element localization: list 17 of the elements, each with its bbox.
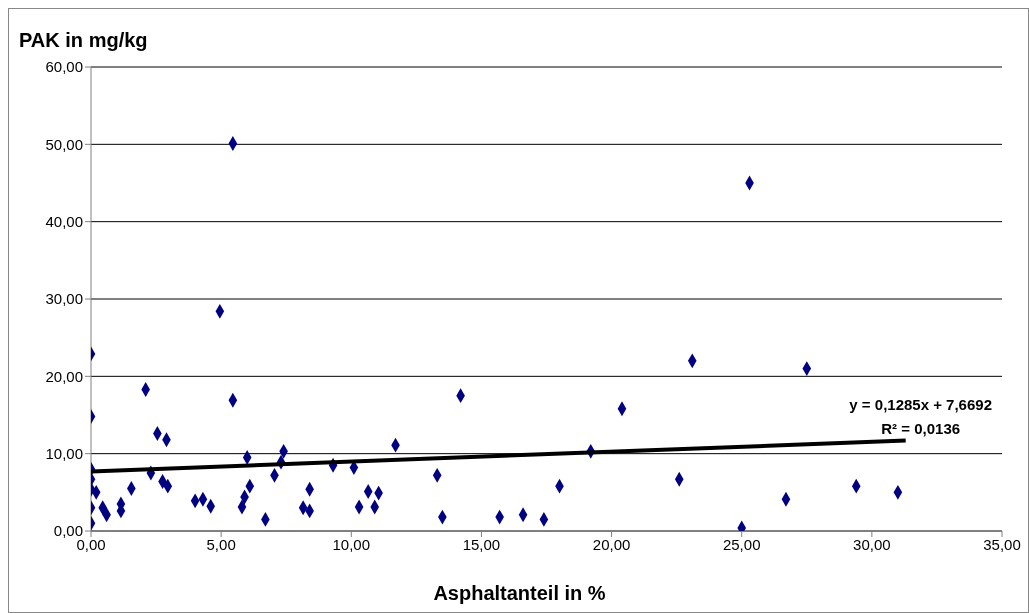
y-tick-label: 50,00 <box>45 135 83 153</box>
y-tick-label: 30,00 <box>45 290 83 308</box>
x-tick-label: 15,00 <box>462 535 501 553</box>
y-tick-label: 60,00 <box>45 58 83 76</box>
y-axis-title: PAK in mg/kg <box>19 29 148 52</box>
x-tick-label: 25,00 <box>722 535 761 553</box>
x-tick-label: 30,00 <box>853 535 891 553</box>
annotation: R² = 0,0136 <box>880 419 962 439</box>
y-tick-label: 40,00 <box>45 212 83 230</box>
annotation: y = 0,1285x + 7,6692 <box>849 395 992 415</box>
x-tick-label: 20,00 <box>592 535 631 553</box>
x-tick-label: 35,00 <box>983 535 1021 553</box>
x-tick-label: 5,00 <box>206 535 236 553</box>
y-tick-label: 20,00 <box>45 367 83 385</box>
y-tick-label: 10,00 <box>45 444 83 462</box>
x-axis-title: Asphaltanteil in % <box>432 582 607 605</box>
x-tick-label: 10,00 <box>332 535 371 553</box>
